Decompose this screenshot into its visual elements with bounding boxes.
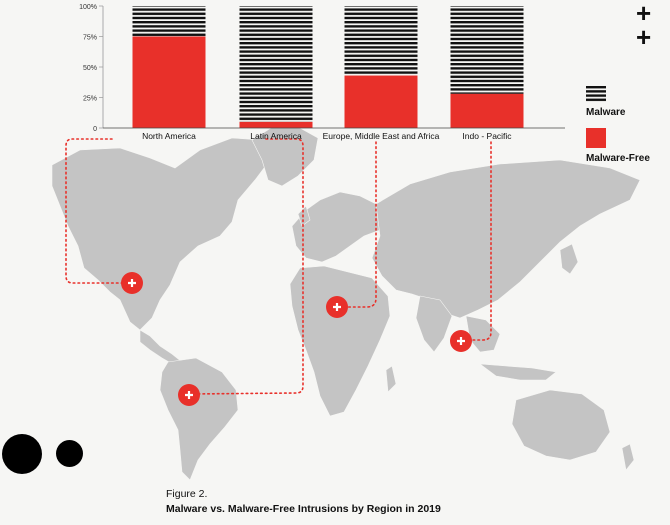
bar-malware bbox=[239, 6, 313, 122]
map-markers bbox=[121, 272, 472, 406]
bar-malware-free bbox=[344, 75, 418, 128]
y-tick-label: 75% bbox=[83, 35, 97, 42]
map-marker-plus-icon bbox=[128, 279, 136, 287]
southeast-asia-landmass bbox=[465, 315, 501, 353]
uk-landmass bbox=[297, 205, 311, 227]
x-category-label: North America bbox=[142, 131, 196, 141]
stacked-bar-chart: 0 25% 50% 75% 100% North America Latin America… bbox=[79, 4, 565, 141]
africa-landmass bbox=[289, 265, 391, 417]
plus-icon: + bbox=[636, 22, 652, 52]
bar-malware bbox=[132, 6, 206, 37]
legend-label-malware: Malware bbox=[586, 107, 626, 118]
south-america-landmass bbox=[159, 357, 239, 481]
x-category-label: Latin America bbox=[250, 131, 302, 141]
legend-swatch-malware-free bbox=[586, 128, 606, 148]
legend-swatch-malware bbox=[586, 86, 606, 102]
asia-landmass bbox=[371, 159, 641, 319]
europe-landmass bbox=[291, 191, 389, 263]
marker-north-america[interactable] bbox=[121, 272, 143, 294]
madagascar-landmass bbox=[385, 365, 397, 393]
figure-title: Malware vs. Malware-Free Intrusions by R… bbox=[166, 503, 441, 515]
connector-north-america bbox=[65, 138, 132, 284]
marker-latin-america[interactable] bbox=[178, 384, 200, 406]
x-category-label: Europe, Middle East and Africa bbox=[323, 131, 440, 141]
marker-indo-pacific[interactable] bbox=[450, 330, 472, 352]
indonesia-landmass bbox=[478, 363, 557, 381]
y-tick-label: 100% bbox=[79, 4, 97, 11]
connector-lines bbox=[65, 138, 492, 395]
small-black-dot bbox=[56, 440, 83, 467]
connector-latin-america bbox=[188, 138, 304, 395]
bar-malware-free bbox=[239, 121, 313, 128]
legend-label-malware-free: Malware-Free bbox=[586, 153, 650, 164]
bar-malware-free bbox=[450, 93, 524, 128]
figure-label: Figure 2. bbox=[166, 488, 208, 500]
bar-malware bbox=[344, 6, 418, 76]
connector-indo-pacific bbox=[460, 141, 492, 341]
connector-emea bbox=[336, 141, 377, 308]
australia-landmass bbox=[511, 389, 611, 461]
y-tick-label: 25% bbox=[83, 96, 97, 103]
map-marker-plus-icon bbox=[457, 337, 465, 345]
plus-icon: + bbox=[636, 0, 652, 28]
japan-landmass bbox=[559, 243, 579, 275]
y-tick-label: 50% bbox=[83, 65, 97, 72]
large-black-dot bbox=[2, 434, 42, 474]
north-america-landmass bbox=[51, 137, 271, 331]
bar-malware bbox=[450, 6, 524, 94]
map-marker-plus-icon bbox=[333, 303, 341, 311]
new-zealand-landmass bbox=[621, 443, 635, 471]
world-map bbox=[51, 125, 641, 481]
map-marker-plus-icon bbox=[185, 391, 193, 399]
x-category-label: Indo - Pacific bbox=[462, 131, 512, 141]
y-tick-label: 0 bbox=[93, 126, 97, 133]
marker-emea[interactable] bbox=[326, 296, 348, 318]
india-landmass bbox=[415, 295, 453, 353]
bar-malware-free bbox=[132, 36, 206, 128]
